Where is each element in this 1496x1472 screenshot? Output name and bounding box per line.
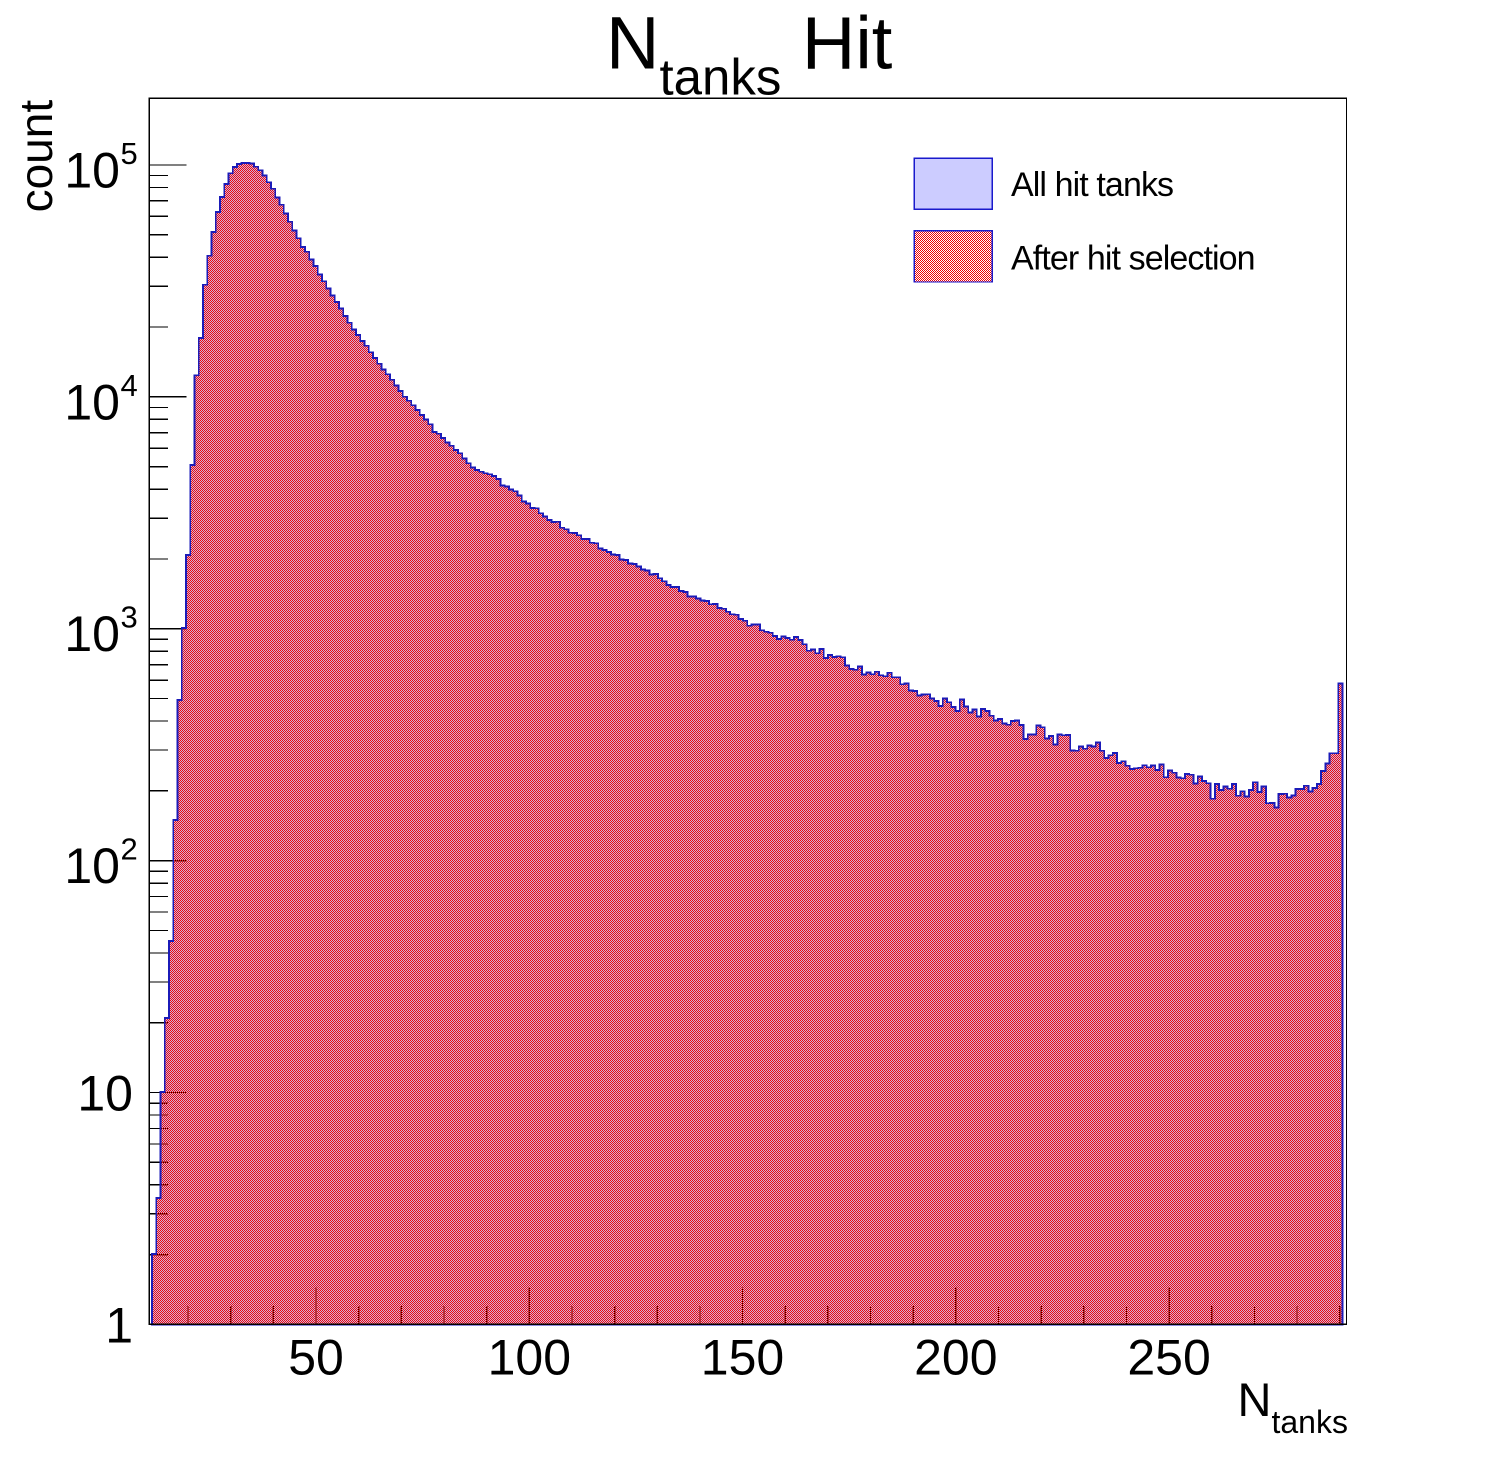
svg-text:10: 10 — [77, 1066, 133, 1122]
svg-text:150: 150 — [701, 1330, 784, 1386]
svg-text:After hit selection: After hit selection — [1011, 240, 1255, 278]
svg-text:10: 10 — [64, 142, 120, 198]
svg-text:50: 50 — [288, 1330, 344, 1386]
svg-text:10: 10 — [64, 838, 120, 894]
svg-text:100: 100 — [488, 1330, 571, 1386]
svg-text:10: 10 — [64, 374, 120, 430]
svg-text:Ntanks Hit: Ntanks Hit — [606, 2, 893, 106]
svg-text:5: 5 — [121, 136, 138, 171]
svg-text:4: 4 — [121, 368, 138, 403]
svg-text:All hit tanks: All hit tanks — [1011, 166, 1173, 204]
svg-text:2: 2 — [121, 832, 138, 867]
svg-text:200: 200 — [914, 1330, 997, 1386]
svg-text:Ntanks: Ntanks — [1238, 1373, 1348, 1440]
svg-text:250: 250 — [1127, 1330, 1210, 1386]
svg-text:3: 3 — [121, 600, 138, 635]
svg-text:10: 10 — [64, 606, 120, 662]
svg-text:1: 1 — [105, 1297, 133, 1353]
svg-text:count: count — [10, 100, 62, 213]
